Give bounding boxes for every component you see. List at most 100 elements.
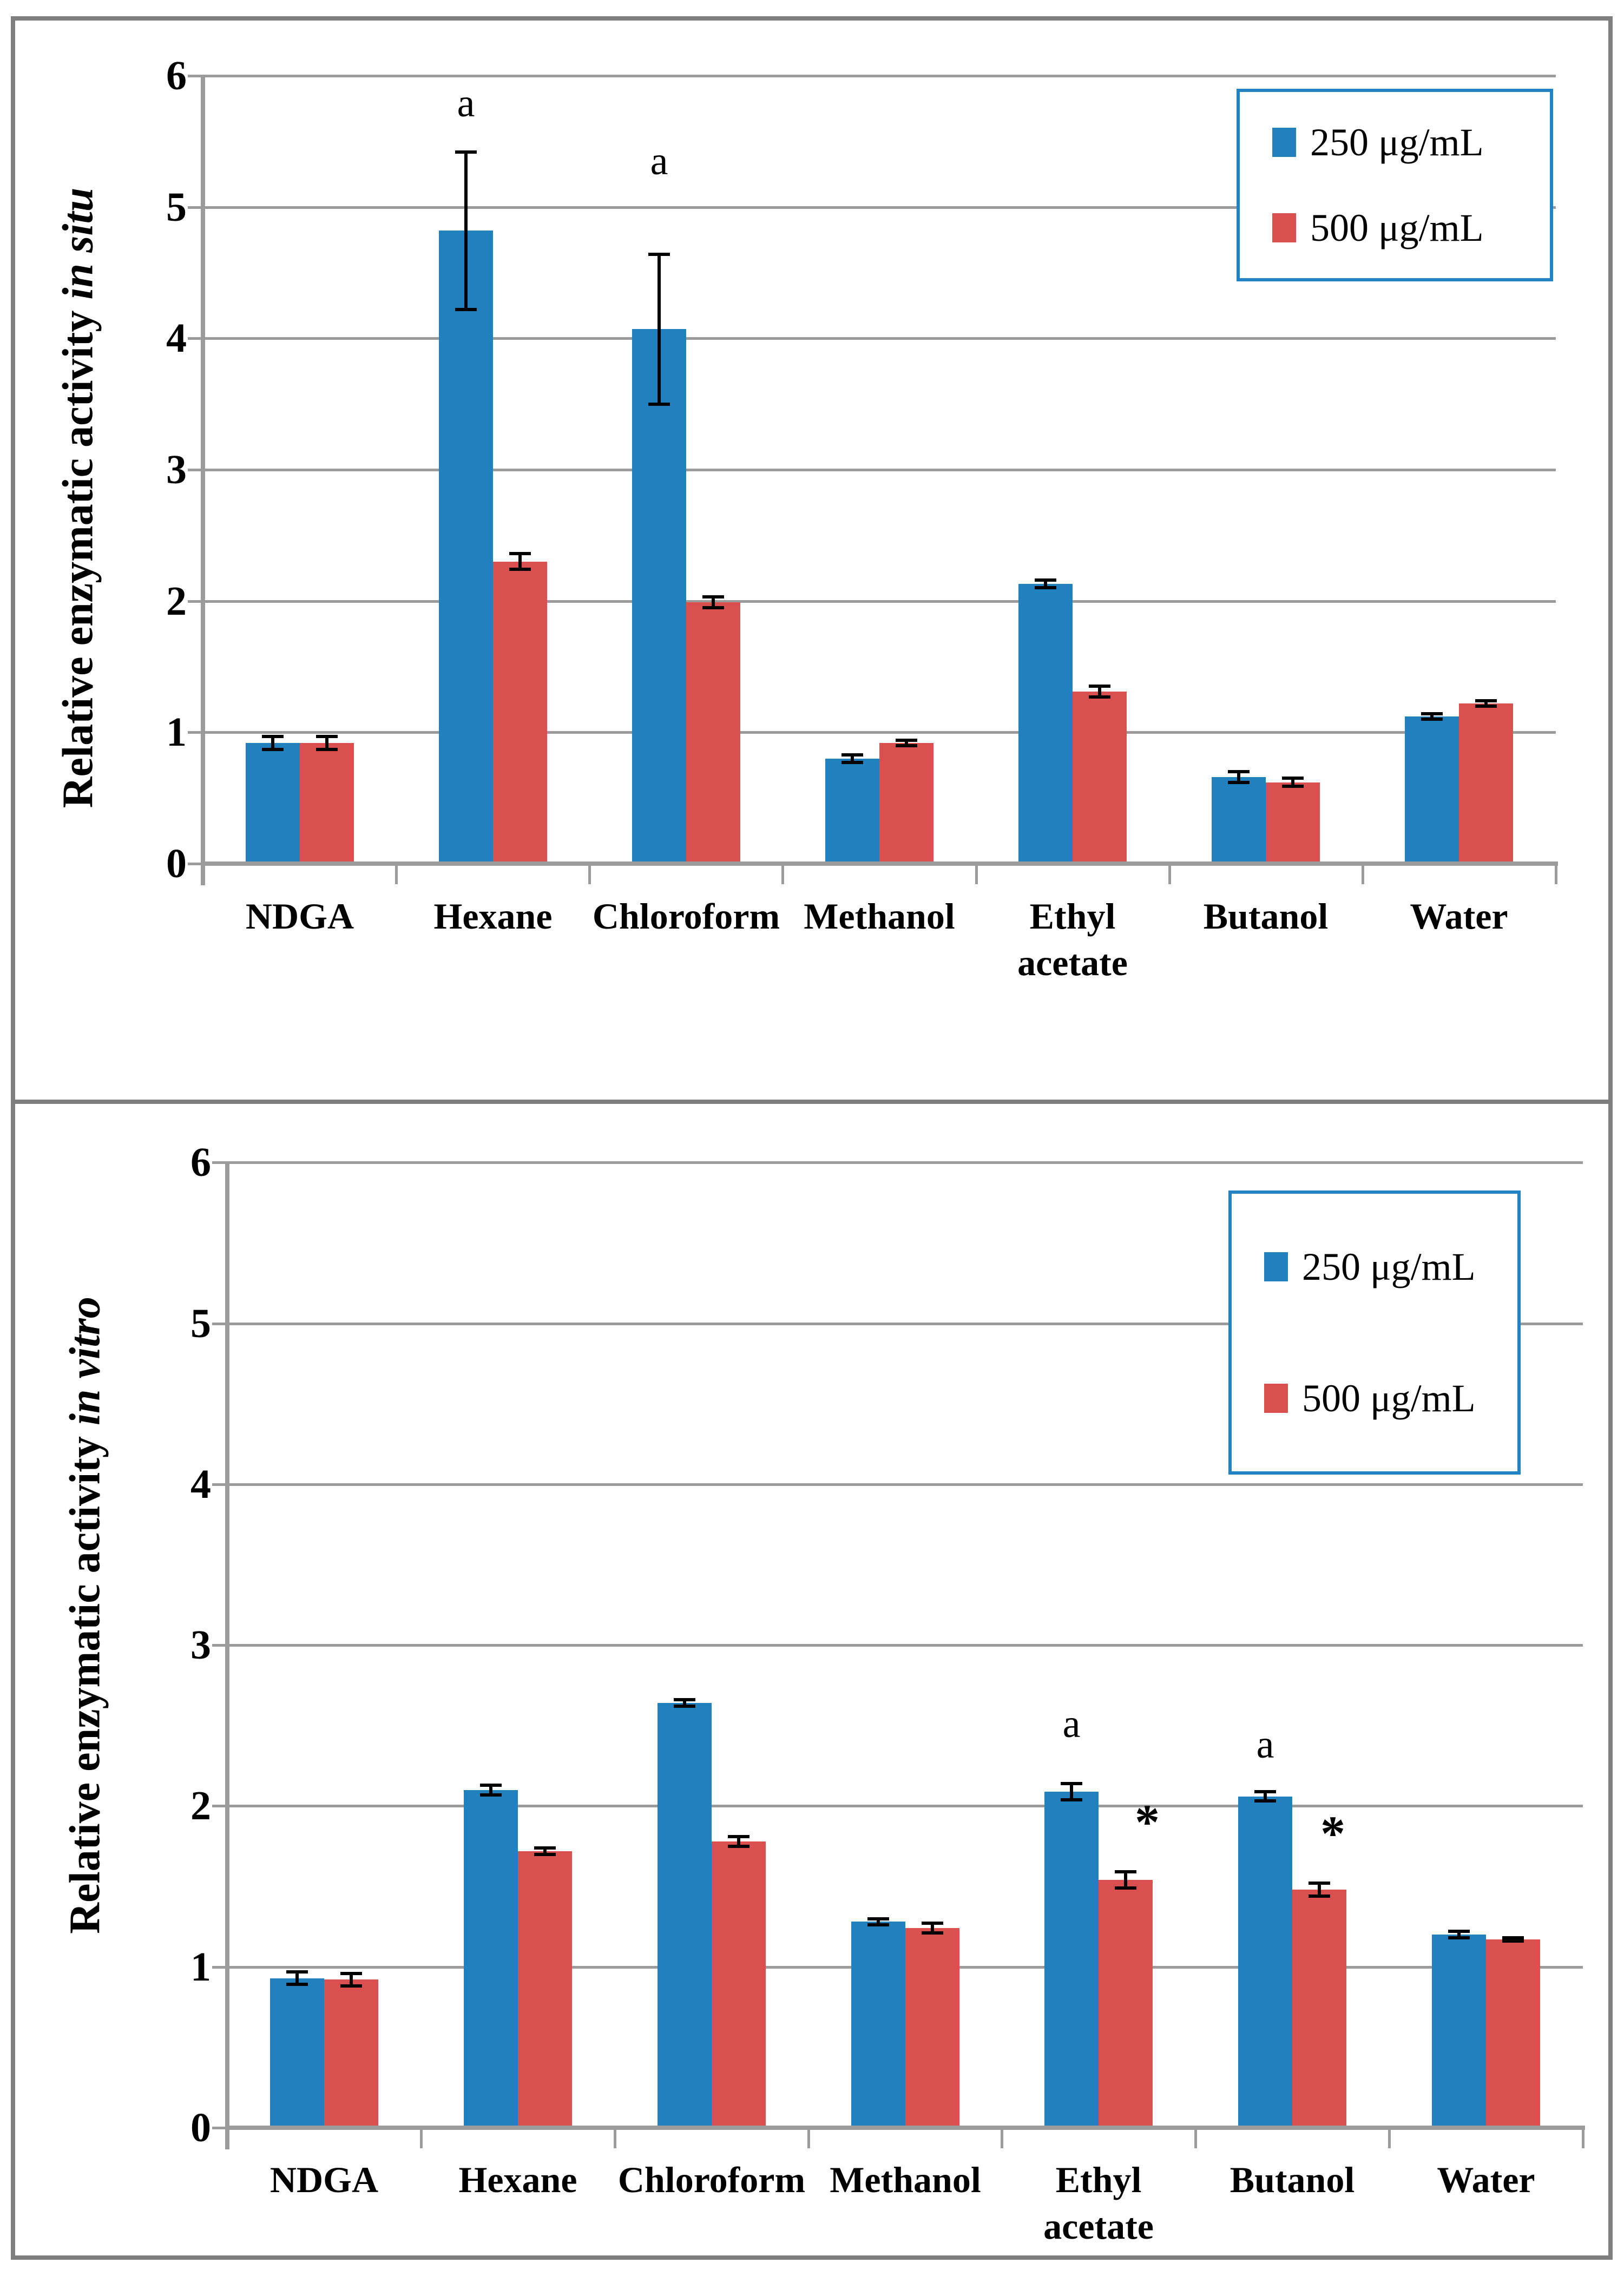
panel-divider [11,1100,1613,1104]
error-bar-cap-bottom [867,1923,889,1926]
x-category-label-Chloroform: Chloroform [615,2156,808,2203]
y-tick-mark [188,600,201,603]
error-bar-cap-bottom [534,1853,556,1856]
gridline [203,206,1556,209]
y-tick-mark [188,731,201,734]
bar-Butanol-500 μg/mL [1292,1890,1346,2128]
error-bar-line [1124,1872,1127,1888]
error-bar-cap-bottom [1115,1886,1136,1890]
x-category-label-Methanol: Methanol [783,893,976,939]
error-bar-cap-top [1448,1930,1470,1933]
y-tick-label: 0 [166,841,187,886]
x-category-label-line: Methanol [804,896,955,937]
error-bar-line [1484,701,1488,706]
y-tick-label: 2 [166,578,187,624]
bar-Methanol-500 μg/mL [879,743,933,864]
gridline [227,1644,1583,1647]
x-category-label-Methanol: Methanol [808,2156,1002,2203]
error-bar-cap-bottom [1475,705,1497,708]
error-bar-line [851,755,854,763]
legend-label: 500 μg/mL [1302,1376,1476,1420]
x-category-label-line: Chloroform [617,2159,806,2200]
x-tick-mark [1194,2130,1197,2148]
x-category-label-NDGA: NDGA [227,2156,421,2203]
x-tick-mark [1362,866,1364,884]
error-bar-cap-top [262,735,284,738]
error-bar-cap-top [896,739,917,742]
error-bar-cap-bottom [1089,695,1110,699]
x-category-label-Hexane: Hexane [396,893,590,939]
gridline [227,1323,1583,1325]
bar-Hexane-500 μg/mL [493,562,547,864]
x-category-label-line: Chloroform [592,896,780,937]
x-category-label-line: Hexane [458,2159,577,2200]
x-tick-mark [781,866,784,884]
bar-Ethyl acetate-250 μg/mL [1044,1792,1099,2128]
error-bar-cap-bottom [896,744,917,747]
error-bar-cap-top [702,595,724,598]
bar-Butanol-250 μg/mL [1238,1797,1292,2128]
error-bar-line [543,1848,547,1854]
error-bar-line [712,597,715,607]
error-bar-line [464,152,468,310]
gridline [203,337,1556,340]
error-bar-line [1318,1883,1321,1896]
error-bar-cap-top [1475,699,1497,702]
y-tick-label: 2 [190,1783,211,1828]
y-tick-mark [188,469,201,471]
error-bar-cap-top [867,1917,889,1920]
error-bar-cap-bottom [316,748,338,751]
error-bar-line [518,554,522,569]
bar-Hexane-500 μg/mL [518,1851,572,2128]
error-bar-cap-top [841,753,863,757]
error-bar-cap-bottom [1282,785,1304,788]
error-bar-line [1291,778,1294,786]
error-bar-cap-bottom [728,1845,749,1848]
legend-top-chart: 250 μg/mL 500 μg/mL [1237,89,1553,281]
x-category-label-line: Water [1410,896,1508,937]
x-tick-mark [1582,2130,1584,2148]
x-category-label-line: Ethyl [1029,896,1116,937]
y-tick-mark [212,1323,225,1325]
error-bar-cap-top [728,1835,749,1838]
error-bar-line [877,1919,880,1925]
error-bar-cap-bottom [1035,586,1056,589]
error-bar-cap-bottom [480,1793,502,1797]
y-axis-title-in-vitro: Relative enzymatic activity in vitro [61,1297,110,1933]
x-tick-mark [975,866,978,884]
x-category-label-Water: Water [1362,893,1556,939]
error-bar-cap-top [316,735,338,738]
error-bar-line [1457,1931,1461,1938]
error-bar-cap-bottom [674,1705,695,1708]
error-bar-cap-bottom [1309,1895,1330,1898]
y-tick-label: 6 [166,53,187,98]
x-category-label-line: acetate [1043,2206,1154,2247]
x-category-label-Water: Water [1389,2156,1583,2203]
y-tick-label: 1 [190,1944,211,1990]
bar-Chloroform-250 μg/mL [632,329,686,864]
bar-Ethyl acetate-500 μg/mL [1099,1880,1153,2128]
y-tick-mark [188,75,201,77]
x-tick-mark [1555,866,1557,884]
x-category-label-Butanol: Butanol [1169,893,1363,939]
legend-swatch-blue [1272,128,1296,157]
y-axis-title-text: Relative enzymatic activity [61,1436,109,1934]
error-bar-cap-top [455,150,477,154]
bar-NDGA-250 μg/mL [246,743,300,864]
x-category-label-Chloroform: Chloroform [589,893,783,939]
error-bar-cap-top [1035,578,1056,582]
error-bar-line [683,1700,686,1706]
x-tick-mark [420,2130,423,2148]
error-bar-cap-bottom [1228,781,1250,784]
error-bar-cap-top [674,1698,695,1701]
x-category-label-line: NDGA [245,896,354,937]
y-tick-mark [188,863,201,865]
error-bar-line [1430,714,1434,719]
error-bar-cap-bottom [1448,1936,1470,1939]
error-bar-cap-top [1228,770,1250,773]
significance-label: a [650,139,668,183]
error-bar-cap-bottom [1421,718,1443,721]
error-bar-cap-top [1061,1782,1082,1785]
gridline [203,600,1556,603]
bar-Hexane-250 μg/mL [464,1790,518,2128]
